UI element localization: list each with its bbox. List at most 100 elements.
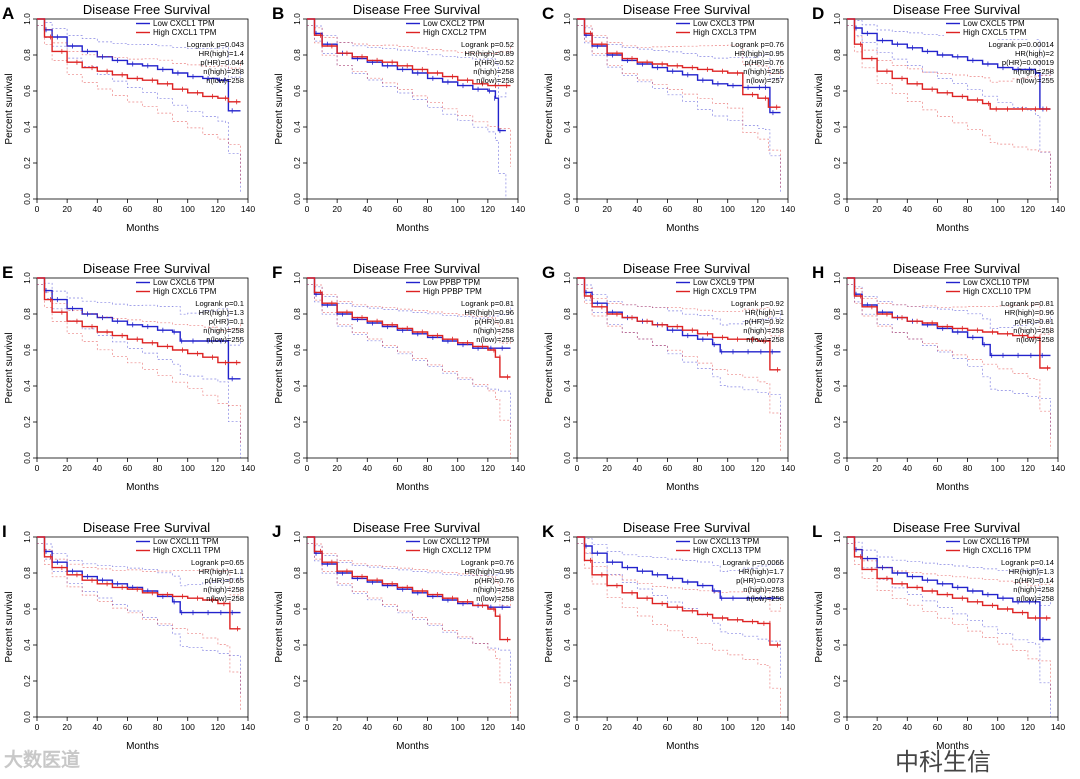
x-tick-label: 100 <box>451 722 465 732</box>
confidence-upper-line <box>577 277 781 337</box>
x-tick-label: 140 <box>511 722 525 732</box>
stat-text: HR(high)=0.96 <box>1004 308 1054 317</box>
x-tick-label: 120 <box>1021 722 1035 732</box>
x-tick-label: 120 <box>481 463 495 473</box>
confidence-upper-line <box>847 536 1051 607</box>
y-tick-label: 0.6 <box>22 85 32 97</box>
x-tick-label: 40 <box>363 463 373 473</box>
y-tick-label: 0.4 <box>832 380 842 392</box>
y-tick-label: 0.0 <box>832 452 842 464</box>
y-tick-label: 0.4 <box>562 380 572 392</box>
y-tick-label: 0.4 <box>22 121 32 133</box>
x-tick-label: 40 <box>633 204 643 214</box>
y-tick-label: 0.0 <box>832 711 842 723</box>
x-tick-label: 60 <box>663 204 673 214</box>
confidence-lower-line <box>307 542 511 717</box>
stat-text: p(HR)=0.76 <box>475 576 514 585</box>
legend-entry: High CXCL11 TPM <box>153 546 221 555</box>
stat-text: Logrank p=0.0066 <box>723 558 784 567</box>
x-tick-label: 20 <box>62 463 72 473</box>
stat-text: HR(high)=1 <box>745 308 784 317</box>
stat-text: n(high)=258 <box>1013 585 1054 594</box>
legend-entry: High CXCL13 TPM <box>693 546 761 555</box>
panel-letter: L <box>812 522 823 541</box>
y-tick-label: 0.4 <box>22 639 32 651</box>
x-tick-label: 60 <box>933 722 943 732</box>
y-tick-label: 0.6 <box>292 344 302 356</box>
confidence-lower-line <box>307 24 507 199</box>
plot-frame <box>36 536 249 718</box>
x-tick-label: 80 <box>693 463 703 473</box>
x-tick-label: 60 <box>393 204 403 214</box>
confidence-upper-line <box>307 536 511 607</box>
legend-entry: Low PPBP TPM <box>423 278 480 287</box>
watermark-left: 大数医道 <box>4 750 81 771</box>
stat-text: n(high)=255 <box>743 67 784 76</box>
legend-entry: Low CXCL1 TPM <box>153 19 215 28</box>
stat-text: HR(high)=1.3 <box>1009 567 1054 576</box>
y-tick-label: 1.0 <box>292 13 302 25</box>
confidence-lower-line <box>847 24 1051 191</box>
x-tick-label: 120 <box>1021 204 1035 214</box>
x-tick-label: 100 <box>181 463 195 473</box>
y-tick-label: 0.4 <box>832 639 842 651</box>
km-plot-svg: Disease Free Survival 0 20 40 60 80 100 120 140 0… <box>274 261 525 493</box>
stat-text: Logrank p=0.043 <box>187 40 244 49</box>
legend-entry: Low CXCL3 TPM <box>693 19 755 28</box>
plot-frame <box>846 536 1059 718</box>
y-tick-label: 0.6 <box>832 344 842 356</box>
chart-title: Disease Free Survival <box>623 2 750 17</box>
stat-text: HR(high)=1.4 <box>199 49 244 58</box>
x-tick-label: 120 <box>481 722 495 732</box>
y-tick-label: 0.2 <box>292 675 302 687</box>
km-panel: Disease Free Survival 0 20 40 60 80 100 120 140 0… <box>810 261 1080 520</box>
x-tick-label: 0 <box>845 463 850 473</box>
y-tick-label: 0.0 <box>22 711 32 723</box>
survival-curve <box>847 18 1051 110</box>
panel-letter: G <box>542 263 556 282</box>
km-plot-svg: Disease Free Survival 0 20 40 60 80 100 120 140 0… <box>274 520 525 752</box>
x-tick-label: 140 <box>1051 722 1065 732</box>
x-tick-label: 140 <box>1051 463 1065 473</box>
y-tick-label: 1.0 <box>832 531 842 543</box>
plot-frame <box>306 18 519 200</box>
y-tick-label: 1.0 <box>562 531 572 543</box>
stat-text: n(high)=258 <box>1013 67 1054 76</box>
y-tick-label: 0.2 <box>22 157 32 169</box>
y-axis-label: Percent survival <box>544 73 555 144</box>
x-axis-label: Months <box>666 482 699 493</box>
plot-frame <box>306 277 519 459</box>
stat-text: Logrank p=0.65 <box>191 558 244 567</box>
km-plot-svg: Disease Free Survival 0 20 40 60 80 100 120 140 0… <box>814 261 1065 493</box>
x-tick-label: 80 <box>153 204 163 214</box>
y-tick-label: 0.4 <box>832 121 842 133</box>
stat-text: HR(high)=1.1 <box>199 567 244 576</box>
x-axis-label: Months <box>936 482 969 493</box>
stat-text: p(HR)=0.14 <box>1015 576 1054 585</box>
x-tick-label: 100 <box>451 204 465 214</box>
x-tick-label: 20 <box>602 463 612 473</box>
x-tick-label: 120 <box>211 722 225 732</box>
x-tick-label: 0 <box>35 722 40 732</box>
km-plot-svg: Disease Free Survival 0 20 40 60 80 100 120 140 0… <box>4 261 255 493</box>
survival-curve <box>577 18 781 108</box>
x-tick-label: 120 <box>751 722 765 732</box>
legend-box <box>674 279 786 298</box>
x-tick-label: 20 <box>62 722 72 732</box>
x-tick-label: 120 <box>481 204 495 214</box>
x-tick-label: 0 <box>845 204 850 214</box>
confidence-upper-line <box>577 536 781 612</box>
y-tick-label: 0.2 <box>292 416 302 428</box>
legend-entry: Low CXCL11 TPM <box>153 537 219 546</box>
confidence-lower-line <box>847 283 1051 450</box>
stat-text: n(high)=258 <box>473 326 514 335</box>
y-axis-label: Percent survival <box>4 73 15 144</box>
y-tick-label: 0.8 <box>292 308 302 320</box>
y-tick-label: 0.4 <box>562 639 572 651</box>
panel-letter: B <box>272 4 285 23</box>
stat-text: n(low)=258 <box>206 76 244 85</box>
x-tick-label: 20 <box>332 204 342 214</box>
survival-curve <box>577 18 781 114</box>
confidence-upper-line <box>37 536 241 596</box>
